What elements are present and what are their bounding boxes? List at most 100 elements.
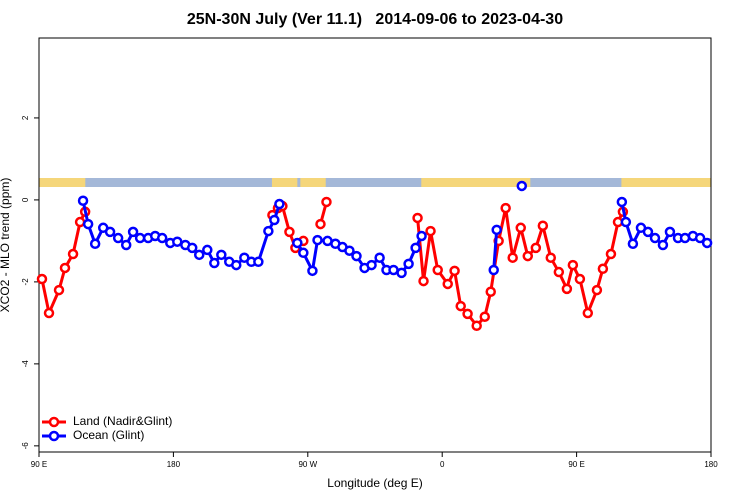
data-point xyxy=(701,237,713,249)
data-point xyxy=(403,258,414,270)
data-point xyxy=(321,196,332,208)
land-strip xyxy=(271,178,298,187)
data-point xyxy=(500,202,511,214)
data-point xyxy=(597,263,609,275)
data-point xyxy=(491,224,502,236)
data-point xyxy=(522,250,534,262)
data-point xyxy=(616,196,628,208)
data-point xyxy=(82,218,94,230)
data-point xyxy=(664,226,676,238)
data-point xyxy=(516,180,528,192)
land-strip xyxy=(300,178,326,187)
data-point xyxy=(515,222,526,234)
data-point xyxy=(216,249,227,261)
data-point xyxy=(657,239,669,251)
data-point xyxy=(455,300,466,312)
y-tick-label: 0 xyxy=(21,197,30,202)
data-point xyxy=(89,238,101,250)
data-point xyxy=(567,259,579,271)
data-point xyxy=(156,232,168,244)
y-axis-label: XCO2 - MLO trend (ppm) xyxy=(0,178,12,313)
data-point xyxy=(231,259,242,271)
data-point xyxy=(530,242,542,254)
y-tick-label: -6 xyxy=(21,442,30,450)
data-point xyxy=(416,230,427,242)
data-point xyxy=(479,311,491,322)
data-point xyxy=(186,242,198,254)
data-point xyxy=(274,198,285,210)
data-point xyxy=(74,216,86,228)
data-point xyxy=(471,320,482,332)
legend-marker xyxy=(48,430,60,442)
data-point xyxy=(545,252,557,263)
data-point xyxy=(412,212,423,224)
ocean-strip xyxy=(39,178,711,187)
data-point xyxy=(605,248,617,260)
data-point xyxy=(43,307,55,319)
data-point xyxy=(396,267,407,279)
data-point xyxy=(425,225,436,237)
data-point xyxy=(366,259,377,271)
data-point xyxy=(388,264,399,276)
x-tick-label: 180 xyxy=(167,460,181,469)
data-point xyxy=(269,214,280,226)
y-tick-label: -2 xyxy=(21,278,30,286)
data-point xyxy=(553,266,565,278)
x-tick-label: 90 E xyxy=(568,460,584,469)
data-point xyxy=(104,226,116,238)
data-point xyxy=(649,232,661,244)
data-point xyxy=(112,232,124,244)
data-point xyxy=(462,308,473,320)
legend-label: Land (Nadir&Glint) xyxy=(73,414,172,428)
data-point xyxy=(627,238,639,250)
x-tick-label: 0 xyxy=(440,460,445,469)
data-point xyxy=(442,278,453,290)
x-tick-label: 90 E xyxy=(31,460,47,469)
data-point xyxy=(374,252,385,263)
data-point xyxy=(312,234,323,246)
land-strip xyxy=(421,178,531,187)
land-strip xyxy=(621,178,711,187)
data-point xyxy=(253,256,264,268)
legend-marker xyxy=(48,416,60,428)
x-tick-label: 180 xyxy=(704,460,718,469)
chart-title: 25N-30N July (Ver 11.1) 2014-09-06 to 20… xyxy=(187,11,563,28)
data-point xyxy=(537,220,549,231)
data-point xyxy=(582,307,594,319)
data-point xyxy=(36,273,48,285)
data-point xyxy=(642,226,654,238)
data-point xyxy=(202,244,213,256)
data-point xyxy=(488,264,499,276)
data-point xyxy=(292,237,303,249)
series-line xyxy=(40,201,625,328)
data-point xyxy=(591,284,603,296)
data-point xyxy=(344,245,355,256)
data-point xyxy=(263,225,274,237)
data-point xyxy=(59,262,71,274)
data-point xyxy=(351,250,362,262)
data-point xyxy=(209,257,220,269)
data-point xyxy=(127,226,139,238)
data-point xyxy=(77,195,89,206)
y-tick-label: -4 xyxy=(21,360,30,368)
data-point xyxy=(507,252,518,263)
data-point xyxy=(410,242,421,254)
data-point xyxy=(432,264,443,276)
data-point xyxy=(418,275,429,287)
data-point xyxy=(67,248,79,260)
y-tick-label: 2 xyxy=(21,115,30,120)
data-point xyxy=(172,236,183,247)
legend-label: Ocean (Glint) xyxy=(73,428,144,442)
data-point xyxy=(694,232,706,244)
data-point xyxy=(53,284,65,296)
data-point xyxy=(284,226,295,238)
data-point xyxy=(134,232,146,244)
plot-frame xyxy=(38,37,712,453)
data-point xyxy=(574,273,586,285)
data-point xyxy=(120,239,132,251)
data-point xyxy=(307,265,318,277)
x-axis-label: Longitude (deg E) xyxy=(327,476,422,490)
data-point xyxy=(315,218,326,230)
data-point xyxy=(620,216,632,228)
